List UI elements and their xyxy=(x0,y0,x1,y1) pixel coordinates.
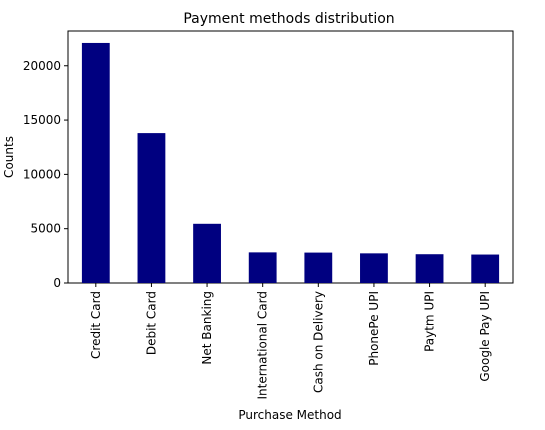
bar xyxy=(304,252,333,283)
x-tick-label: Debit Card xyxy=(144,291,158,355)
x-axis-label: Purchase Method xyxy=(238,408,341,422)
y-tick-label: 15000 xyxy=(23,113,61,127)
x-tick-label: International Card xyxy=(256,291,270,399)
bars-group xyxy=(81,42,500,284)
y-tick-label: 10000 xyxy=(23,167,61,181)
y-axis-label: Counts xyxy=(2,136,16,178)
bar xyxy=(248,252,277,283)
x-tick-label: Cash on Delivery xyxy=(311,291,325,393)
x-tick-label: PhonePe UPI xyxy=(367,291,381,366)
x-tick-label: Credit Card xyxy=(89,291,103,359)
x-tick-label: Google Pay UPI xyxy=(478,291,492,382)
x-tick-label: Net Banking xyxy=(200,291,214,365)
bar xyxy=(471,254,500,283)
x-tick-label: Paytm UPI xyxy=(423,291,437,352)
chart-title: Payment methods distribution xyxy=(183,11,394,27)
y-tick-label: 20000 xyxy=(23,59,61,73)
y-tick-label: 0 xyxy=(53,276,61,290)
bar xyxy=(360,253,388,283)
x-axis: Credit Card Debit Card Net Banking Internat… xyxy=(89,283,492,399)
bar xyxy=(81,42,110,284)
plot-area-frame xyxy=(67,30,514,284)
bar xyxy=(137,133,166,283)
bar xyxy=(415,254,444,283)
y-axis: 0 5000 10000 15000 20000 xyxy=(23,59,68,290)
bar xyxy=(193,223,221,283)
y-tick-label: 5000 xyxy=(30,222,61,236)
